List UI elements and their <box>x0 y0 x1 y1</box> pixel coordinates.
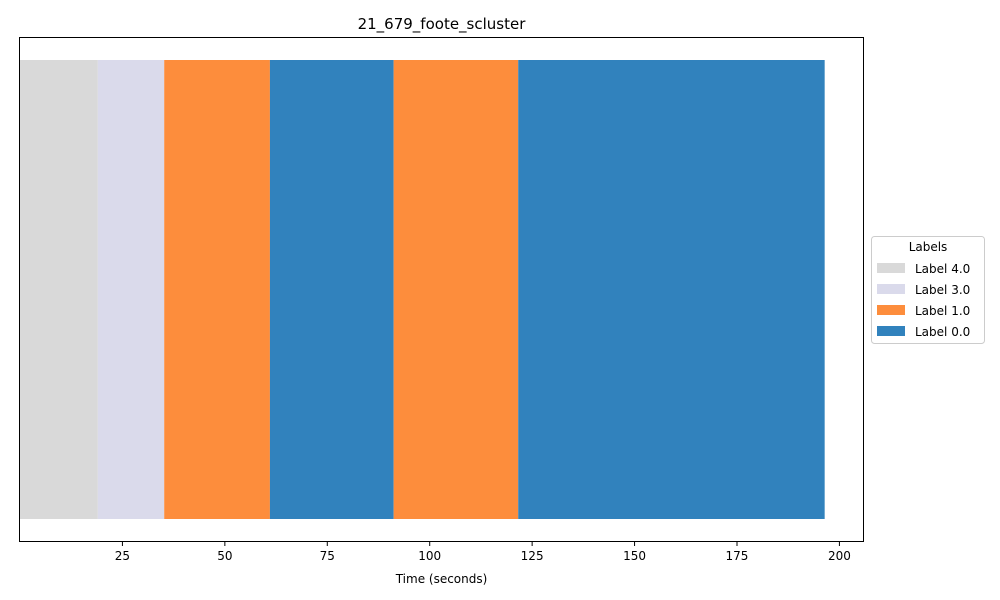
segment-2 <box>164 60 270 519</box>
x-tick-label-5: 150 <box>623 549 646 563</box>
x-tick-label-4: 125 <box>521 549 544 563</box>
legend-entries: Label 4.0 Label 3.0 Label 1.0 Label 0.0 <box>877 262 970 339</box>
x-tick-label-7: 200 <box>828 549 851 563</box>
x-tick-label-1: 50 <box>217 549 232 563</box>
legend-swatch-3 <box>877 326 905 336</box>
segments-group <box>20 60 825 519</box>
legend-swatch-1 <box>877 284 905 294</box>
plot-frame <box>19 37 864 542</box>
x-axis-label: Time (seconds) <box>395 572 488 586</box>
segment-3 <box>269 60 394 519</box>
segment-1 <box>97 60 165 519</box>
legend-label-2: Label 1.0 <box>915 304 970 318</box>
legend-label-1: Label 3.0 <box>915 283 970 297</box>
x-tick-label-6: 175 <box>726 549 749 563</box>
x-axis-ticks: 25 50 75 100 125 150 175 200 <box>115 542 851 563</box>
x-tick-label-0: 25 <box>115 549 130 563</box>
segment-5 <box>518 60 825 519</box>
x-tick-label-3: 100 <box>418 549 441 563</box>
legend-label-0: Label 4.0 <box>915 262 970 276</box>
legend-swatch-0 <box>877 263 905 273</box>
legend-swatch-2 <box>877 305 905 315</box>
chart-title: 21_679_foote_scluster <box>358 15 527 34</box>
legend-label-3: Label 0.0 <box>915 325 970 339</box>
x-tick-label-2: 75 <box>320 549 335 563</box>
legend-title: Labels <box>909 240 948 254</box>
segment-0 <box>20 60 98 519</box>
segment-4 <box>393 60 519 519</box>
